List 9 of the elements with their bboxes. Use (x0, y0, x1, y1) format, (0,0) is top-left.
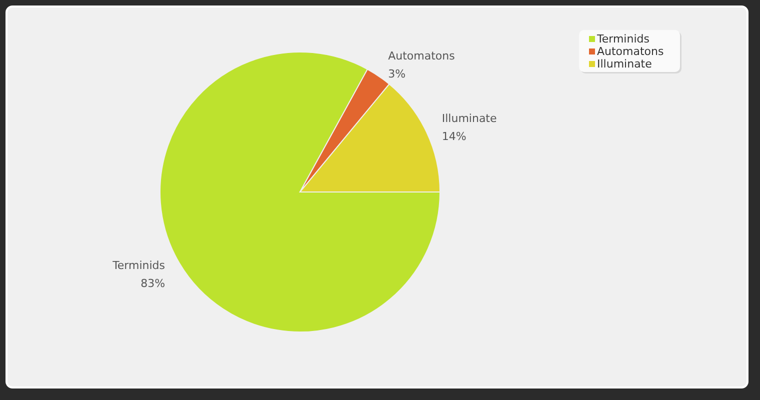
data-label: 14% (442, 130, 466, 144)
legend-label: Automatons (597, 45, 664, 58)
legend-label: Terminids (596, 32, 650, 46)
slice-label: Terminids (112, 258, 166, 272)
slice-label: Automatons (388, 49, 456, 62)
data-label: 3% (388, 67, 406, 80)
data-label: 83% (140, 276, 166, 290)
legend-label: Illuminate (597, 58, 652, 70)
slice-label: Illuminate (442, 112, 497, 126)
